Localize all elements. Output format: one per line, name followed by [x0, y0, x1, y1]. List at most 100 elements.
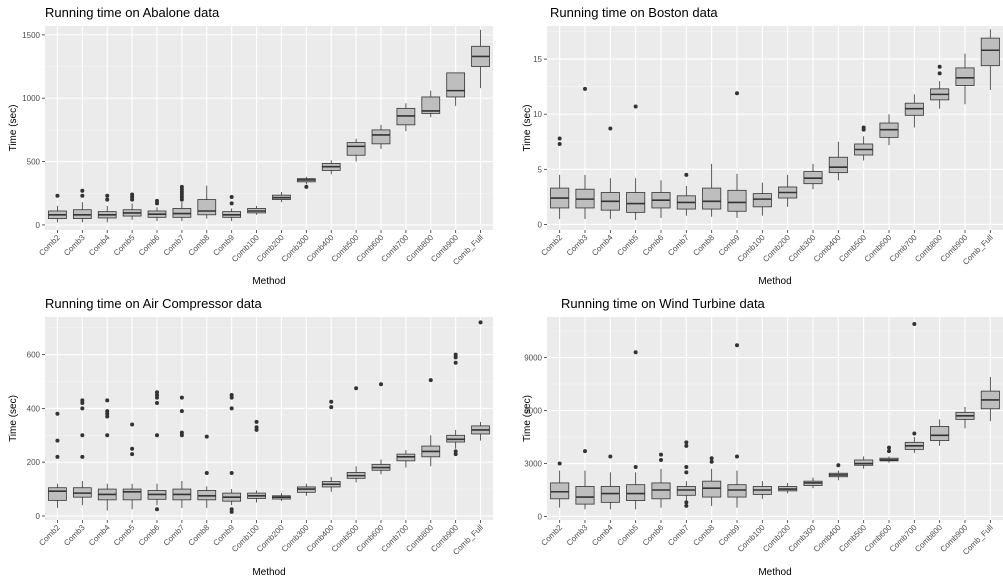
outlier-point: [608, 126, 613, 131]
outlier-point: [329, 405, 334, 410]
box-Comb700: [396, 103, 416, 132]
box-body: [828, 156, 848, 174]
box-body: [676, 486, 696, 496]
outlier-point: [329, 399, 334, 404]
x-tick-label: Comb6: [137, 523, 162, 548]
box-Comb4: [97, 193, 117, 223]
outlier-point: [155, 507, 159, 512]
box-Comb500: [854, 125, 874, 161]
x-tick-label: Comb4: [87, 233, 112, 258]
box-Comb300: [803, 477, 823, 489]
outlier-point: [304, 184, 309, 189]
chart-title: Running time on Air Compressor data: [45, 296, 263, 311]
box-Comb_Full: [471, 320, 490, 441]
box-body: [727, 484, 747, 498]
outlier-point: [659, 457, 663, 462]
outlier-point: [659, 452, 663, 457]
box-body: [651, 482, 671, 500]
outlier-point: [453, 352, 458, 357]
y-tick-label: 200: [27, 458, 41, 467]
box-Comb4: [600, 126, 620, 219]
y-axis-label: Time (sec): [522, 395, 533, 442]
x-tick-label: Comb7: [666, 233, 691, 258]
box-body: [930, 426, 950, 441]
x-tick-label: Comb8: [187, 523, 212, 548]
box-body: [955, 67, 975, 86]
outlier-point: [105, 433, 110, 438]
chart-title: Running time on Boston data: [550, 5, 718, 20]
box-Comb_Full: [980, 29, 1000, 90]
outlier-point: [55, 411, 60, 416]
box-Comb6: [651, 452, 671, 508]
outlier-point: [229, 201, 234, 206]
y-tick-label: 3000: [524, 460, 542, 469]
box-Comb6: [147, 390, 167, 512]
box-Comb7: [676, 172, 696, 216]
box-Comb600: [371, 124, 391, 149]
box-Comb8: [702, 163, 722, 217]
outlier-point: [836, 463, 841, 468]
outlier-point: [709, 459, 714, 464]
box-Comb700: [396, 450, 416, 468]
outlier-point: [155, 433, 159, 438]
box-Comb400: [828, 463, 848, 481]
box-body: [48, 487, 67, 501]
x-axis-label: Method: [252, 567, 285, 578]
box-Comb3: [575, 449, 595, 510]
y-tick-label: 0: [36, 221, 41, 230]
outlier-point: [583, 86, 587, 91]
outlier-point: [684, 500, 689, 505]
outlier-point: [179, 409, 184, 414]
box-Comb7: [172, 395, 192, 508]
box-Comb500: [346, 386, 366, 483]
box-Comb4: [97, 398, 117, 511]
box-Comb_Full: [980, 377, 1000, 422]
box-Comb9: [222, 195, 242, 222]
outlier-point: [130, 192, 135, 197]
outlier-point: [80, 188, 85, 193]
outlier-point: [55, 438, 60, 443]
box-body: [446, 72, 466, 98]
outlier-point: [861, 125, 866, 130]
outlier-point: [354, 386, 359, 391]
box-Comb100: [247, 419, 266, 503]
y-tick-label: 15: [533, 55, 542, 64]
outlier-point: [229, 406, 234, 411]
outlier-point: [735, 454, 739, 459]
outlier-point: [105, 409, 110, 414]
box-Comb500: [346, 138, 366, 162]
x-tick-label: Comb9: [717, 523, 742, 548]
box-Comb100: [247, 205, 266, 215]
box-Comb300: [803, 163, 823, 190]
x-tick-label: Comb4: [590, 523, 615, 548]
box-Comb3: [575, 86, 595, 219]
y-tick-label: 0: [538, 220, 543, 229]
box-Comb100: [752, 481, 772, 499]
box-Comb500: [854, 456, 874, 469]
box-Comb8: [702, 456, 722, 506]
outlier-point: [105, 197, 110, 202]
outlier-point: [557, 136, 562, 141]
x-tick-label: Comb9: [717, 233, 742, 258]
outlier-point: [633, 104, 638, 109]
x-axis-label: Method: [758, 276, 791, 287]
box-Comb300: [296, 176, 316, 189]
box-Comb400: [321, 160, 341, 175]
box-body: [600, 486, 620, 503]
outlier-point: [105, 398, 110, 403]
box-Comb7: [676, 440, 696, 508]
box-Comb800: [930, 64, 950, 109]
box-Comb2: [48, 193, 67, 223]
outlier-point: [254, 425, 259, 430]
outlier-point: [155, 198, 159, 203]
box-Comb3: [72, 188, 92, 223]
x-tick-label: Comb7: [162, 523, 187, 548]
x-tick-label: Comb8: [691, 233, 716, 258]
x-tick-label: Comb7: [162, 233, 187, 258]
box-Comb400: [321, 399, 341, 492]
box-body: [346, 142, 366, 156]
box-body: [626, 192, 646, 213]
outlier-point: [55, 193, 60, 198]
x-tick-label: Comb5: [615, 233, 640, 258]
